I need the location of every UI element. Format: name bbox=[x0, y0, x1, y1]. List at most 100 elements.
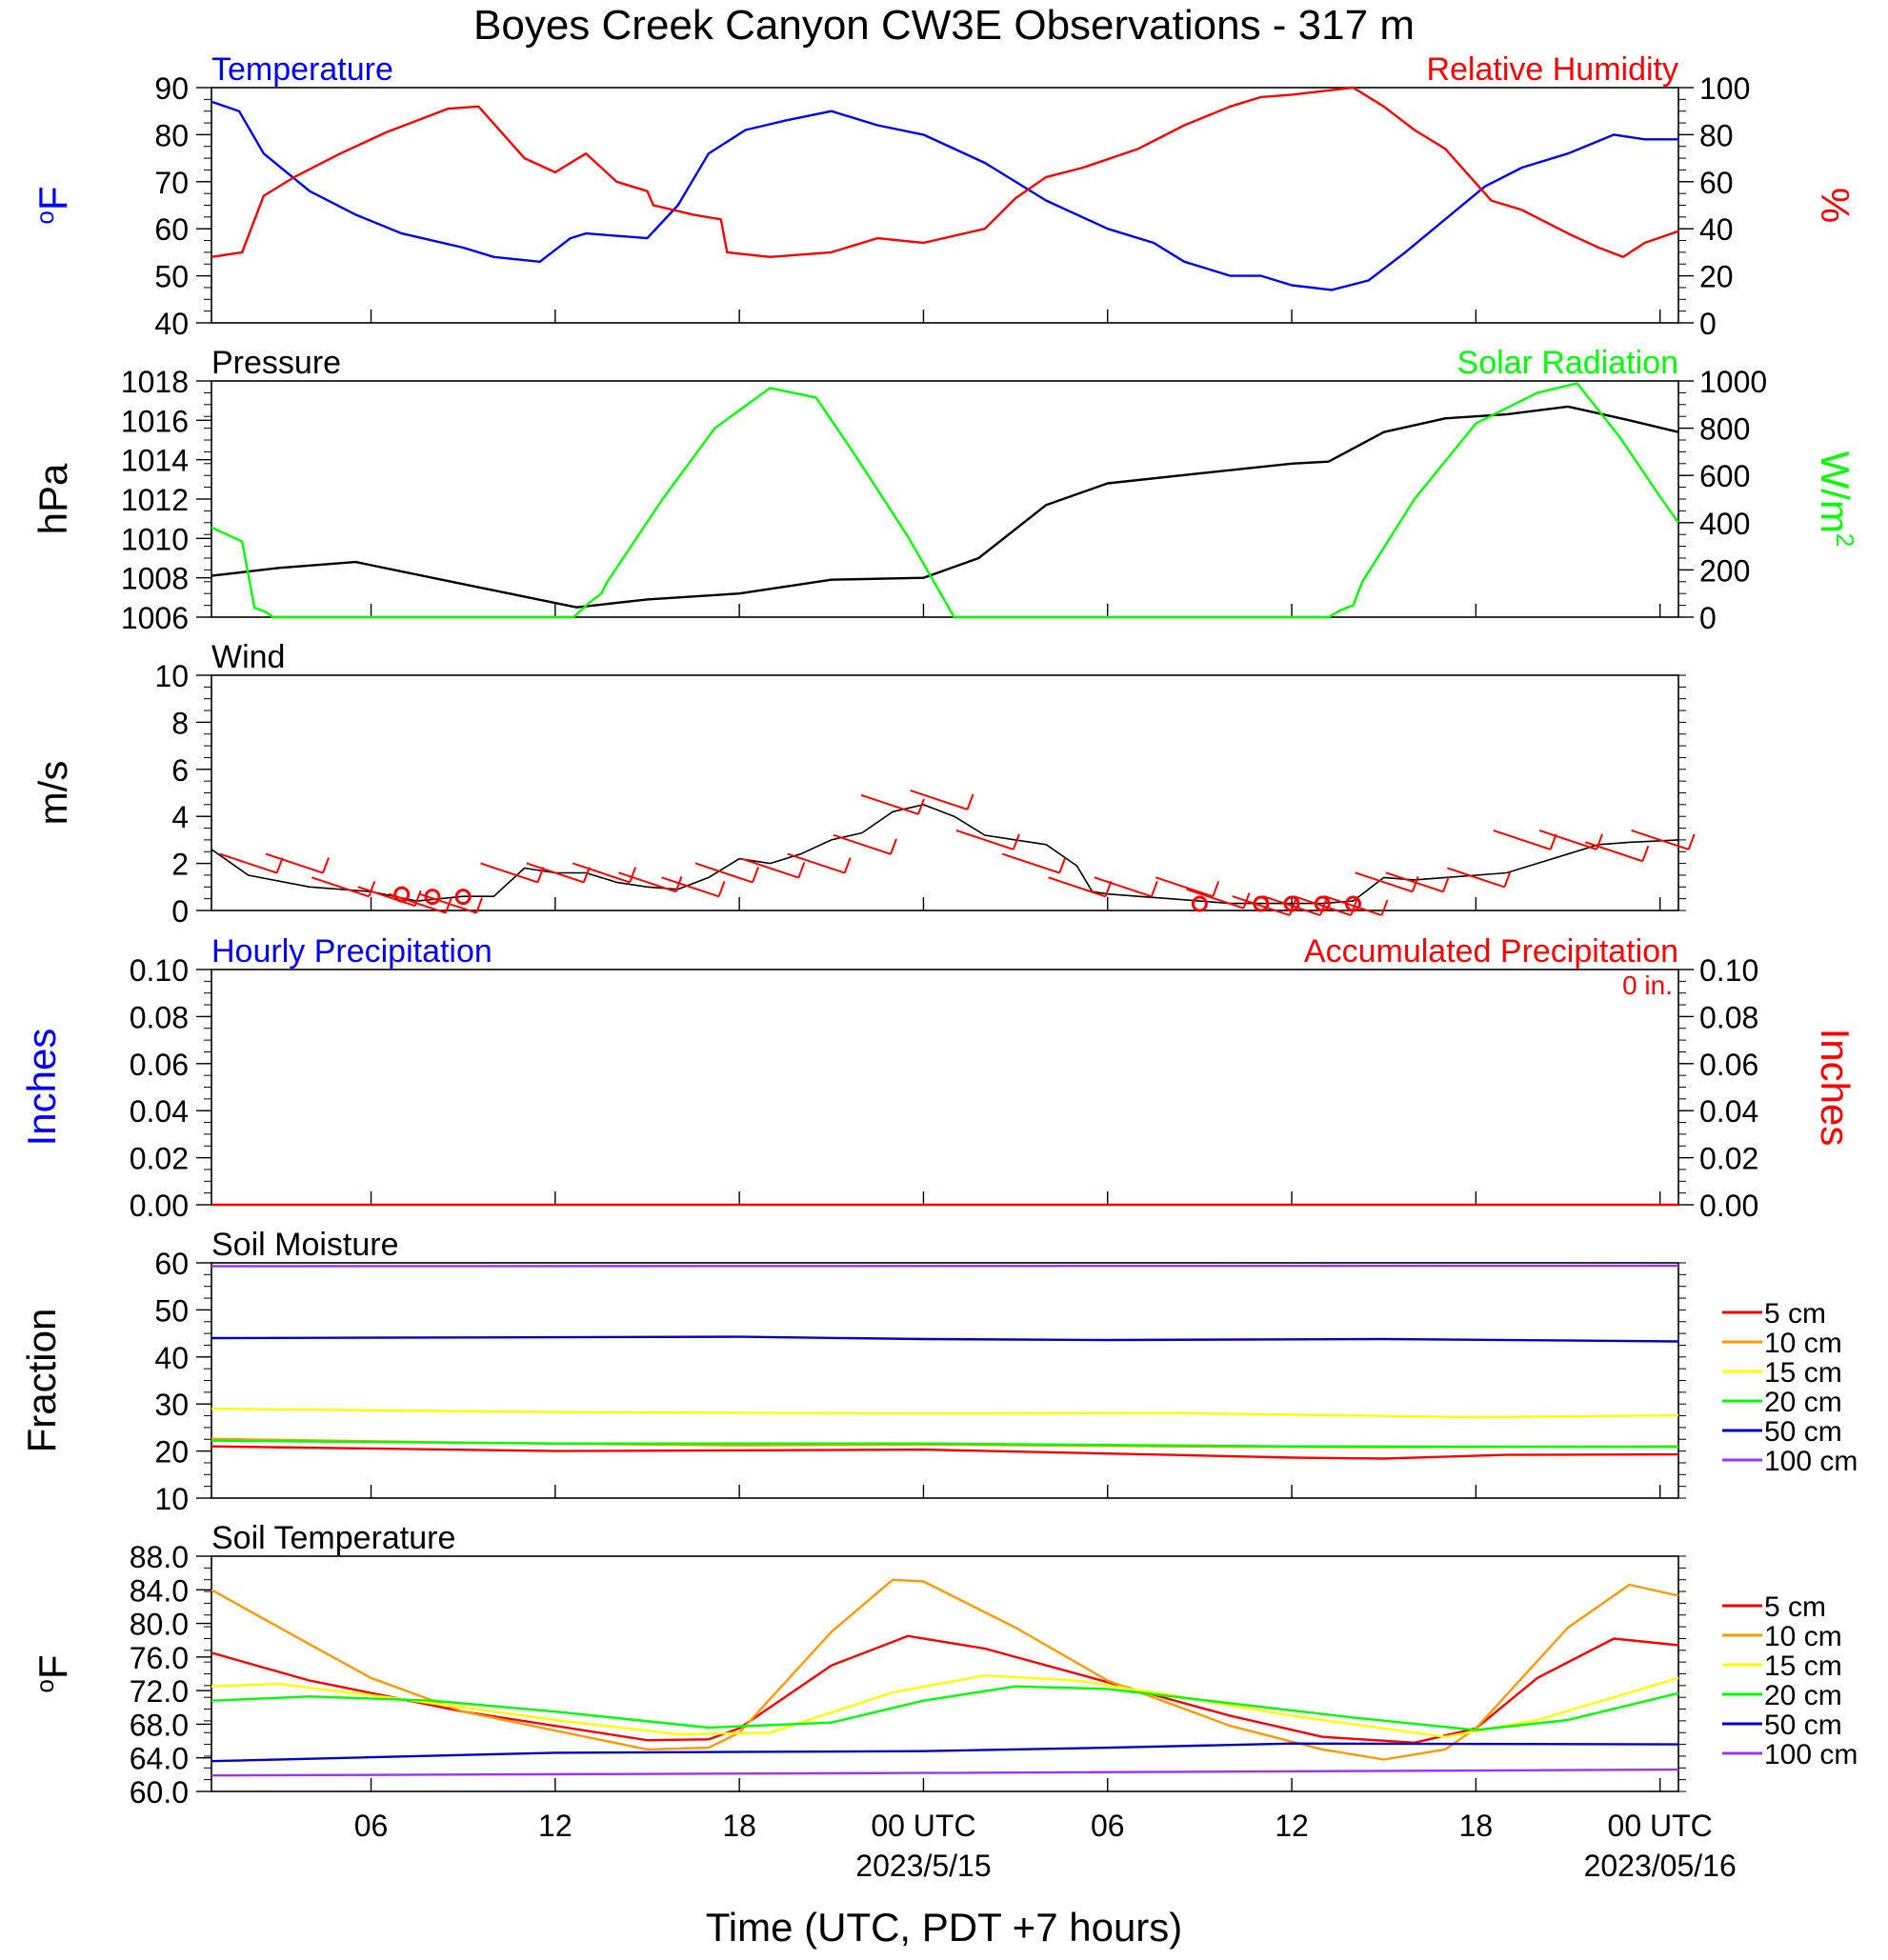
wind-barb bbox=[219, 852, 277, 874]
series-line-5-cm bbox=[211, 1634, 1679, 1744]
wind-barb-flag bbox=[674, 876, 683, 892]
wind-barb-flag bbox=[1641, 845, 1650, 862]
wind-barb bbox=[1355, 871, 1414, 893]
y-tick-label: 60 bbox=[154, 1247, 189, 1281]
calm-wind-circle bbox=[424, 889, 441, 906]
y-tick-label: 84.0 bbox=[130, 1573, 189, 1608]
wind-barb bbox=[833, 833, 892, 855]
y-tick-label: 60 bbox=[154, 212, 189, 247]
y-tick-label-right: 0.00 bbox=[1699, 1189, 1758, 1223]
wind-barb-flag bbox=[322, 857, 330, 873]
y-tick-label: 70 bbox=[154, 166, 189, 200]
y-tick-label: 4 bbox=[171, 800, 189, 834]
wind-barb bbox=[1232, 895, 1291, 917]
wind-barb-flag bbox=[717, 880, 726, 897]
series-line-100-cm bbox=[211, 1768, 1679, 1777]
wind-barb bbox=[741, 857, 799, 879]
wind-barb bbox=[1048, 876, 1106, 898]
panel-title-left: Soil Moisture bbox=[211, 1227, 399, 1263]
wind-barb-flag bbox=[917, 798, 925, 815]
wind-barb-flag bbox=[797, 862, 806, 878]
series-line-50-cm bbox=[211, 1742, 1679, 1763]
wind-barb-flag bbox=[368, 880, 376, 897]
y-axis-title-left: hPa bbox=[30, 463, 75, 534]
wind-barb bbox=[1094, 876, 1153, 898]
panel-title-left: Soil Temperature bbox=[211, 1520, 455, 1556]
wind-barb-flag bbox=[1380, 899, 1389, 916]
panel-title-left: Temperature bbox=[211, 51, 393, 88]
y-tick-label-right: 80 bbox=[1699, 118, 1734, 152]
y-tick-label-right: 0 bbox=[1699, 601, 1717, 635]
y-tick-label: 88.0 bbox=[130, 1540, 189, 1574]
y-tick-label: 80 bbox=[154, 118, 189, 152]
wind-barb bbox=[910, 789, 968, 810]
wind-barb bbox=[1262, 895, 1321, 917]
y-tick-label: 80.0 bbox=[130, 1608, 189, 1642]
y-tick-label-right: 0.10 bbox=[1699, 953, 1758, 988]
wind-barb-flag bbox=[1150, 880, 1158, 897]
x-tick-label: 12 bbox=[538, 1809, 572, 1843]
y-axis-title-right: W/m2 bbox=[1813, 451, 1859, 548]
panel-title-left: Pressure bbox=[211, 345, 341, 381]
x-axis-title: Time (UTC, PDT +7 hours) bbox=[705, 1905, 1183, 1950]
series-line-solar-radiation bbox=[211, 382, 1679, 619]
legend-label: 100 cm bbox=[1764, 1739, 1858, 1770]
wind-barb-flag bbox=[890, 838, 897, 855]
wind-barb-flag bbox=[1503, 871, 1512, 888]
y-tick-label-right: 100 bbox=[1699, 71, 1750, 106]
panel-title-right: Accumulated Precipitation bbox=[1304, 933, 1678, 970]
y-tick-label: 30 bbox=[154, 1388, 189, 1422]
wind-barb bbox=[1385, 871, 1444, 893]
series-line-20-cm bbox=[211, 1439, 1679, 1449]
y-tick-label-right: 0.08 bbox=[1699, 1000, 1758, 1034]
y-tick-label: 50 bbox=[154, 260, 189, 294]
calm-wind-circle bbox=[1314, 895, 1331, 912]
panel-frame-precip bbox=[211, 969, 1679, 1206]
wind-barb bbox=[1447, 867, 1505, 889]
legend-label: 50 cm bbox=[1764, 1416, 1842, 1448]
wind-barb-flag bbox=[843, 857, 852, 873]
wind-barb-flag bbox=[966, 793, 974, 810]
wind-barb-flag bbox=[1288, 899, 1296, 916]
y-tick-label: 1014 bbox=[121, 444, 189, 478]
series-line-pressure bbox=[211, 405, 1679, 609]
wind-barb-flag bbox=[1212, 880, 1220, 897]
panel-title-left: Hourly Precipitation bbox=[211, 933, 492, 970]
wind-barb-flag bbox=[1687, 833, 1696, 850]
wind-barb bbox=[418, 892, 477, 914]
calm-wind-circle bbox=[454, 889, 472, 906]
panel-title-left: Wind bbox=[211, 639, 285, 675]
wind-barb-flag bbox=[1441, 876, 1450, 892]
calm-wind-circle bbox=[1344, 895, 1361, 912]
calm-wind-circle bbox=[1191, 895, 1208, 912]
wind-barb bbox=[1493, 829, 1552, 850]
y-tick-label: 0.06 bbox=[130, 1048, 189, 1082]
wind-barb bbox=[1293, 895, 1352, 917]
wind-barb bbox=[311, 876, 370, 898]
wind-barb bbox=[357, 886, 415, 908]
x-tick-label: 00 UTC bbox=[871, 1809, 975, 1843]
panel-title-right: Solar Radiation bbox=[1457, 345, 1678, 381]
wind-barb bbox=[480, 862, 538, 884]
series-line-100-cm bbox=[211, 1264, 1679, 1268]
wind-barb bbox=[1324, 895, 1382, 917]
legend-label: 50 cm bbox=[1764, 1710, 1842, 1741]
y-tick-label: 76.0 bbox=[130, 1641, 189, 1675]
legend-label: 20 cm bbox=[1764, 1387, 1842, 1418]
wind-barb bbox=[572, 862, 631, 884]
wind-barb bbox=[1631, 829, 1689, 850]
y-tick-label: 40 bbox=[154, 1341, 189, 1375]
y-tick-label: 0.10 bbox=[130, 953, 189, 988]
wind-barb-flag bbox=[1319, 899, 1327, 916]
panel-frame-soil_moisture bbox=[211, 1262, 1679, 1499]
y-tick-label: 90 bbox=[154, 71, 189, 106]
legend-label: 100 cm bbox=[1764, 1446, 1858, 1477]
wind-barb bbox=[1585, 841, 1643, 863]
legend-label: 15 cm bbox=[1764, 1650, 1842, 1682]
series-line-temperature bbox=[211, 100, 1678, 291]
wind-barb-flag bbox=[752, 867, 759, 883]
y-axis-title-left: Fraction bbox=[19, 1309, 64, 1453]
y-axis-title-left: oF bbox=[30, 186, 75, 224]
wind-barb bbox=[955, 829, 1014, 850]
y-axis-title-right: Inches bbox=[1813, 1029, 1858, 1147]
